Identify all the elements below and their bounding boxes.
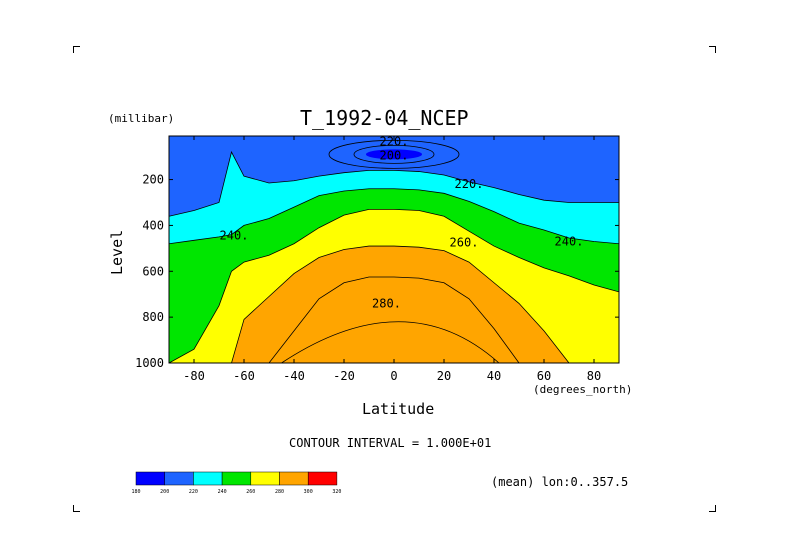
y-tick-label: 400 (142, 218, 164, 232)
x-tick-label: -20 (333, 369, 355, 383)
band-core-180-200 (366, 149, 422, 160)
contour-line-210 (328, 139, 460, 169)
crop-mark-top-right (709, 46, 716, 53)
contour-label: 260. (450, 236, 479, 250)
contour-label: 220. (380, 135, 409, 149)
colorbar-label: 200 (160, 489, 169, 495)
y-tick-label: 200 (142, 173, 164, 187)
colorbar: 180 200 220 240 260 280 300 320 (131, 471, 341, 495)
x-tick-label: 0 (390, 369, 397, 383)
x-tick-label: -80 (183, 369, 205, 383)
contour-line-240 (169, 188, 619, 245)
x-tick-label: 40 (487, 369, 501, 383)
colorbar-swatch (279, 471, 309, 486)
x-axis-units: (degrees_north) (533, 383, 633, 396)
chart-title: T_1992-04_NCEP (300, 106, 469, 130)
crop-mark-bottom-right (709, 505, 716, 512)
x-tick-label: 20 (437, 369, 451, 383)
x-axis-label: Latitude (362, 400, 435, 418)
x-tick-label: -40 (283, 369, 305, 383)
colorbar-label: 320 (332, 489, 341, 495)
contour-line-300-inner (281, 321, 500, 363)
contour-line-300 (169, 276, 619, 363)
crop-mark-bottom-left (73, 505, 80, 512)
crop-mark-top-left (73, 46, 80, 53)
contour-line-layer (169, 139, 619, 363)
contour-labels: 220.200.220.240. 260. 240.280. (220, 135, 584, 311)
footer-mean-lon: (mean) lon:0..357.5 (491, 475, 629, 489)
contour-fill-layer (169, 136, 619, 363)
x-axis-ticks: -80 -60 -40 -20 0 20 40 60 80 (183, 136, 601, 383)
x-tick-label: -60 (233, 369, 255, 383)
contour-label: 240. (220, 229, 249, 243)
y-tick-label: 600 (142, 264, 164, 278)
contour-interval-text: CONTOUR INTERVAL = 1.000E+01 (289, 436, 492, 450)
contour-label: 280. (372, 296, 401, 310)
y-axis-ticks: 200 400 600 800 1000 (135, 173, 619, 370)
contour-line-280 (169, 245, 619, 363)
colorbar-label: 180 (131, 489, 140, 495)
contour-line-200 (353, 144, 435, 164)
colorbar-label: 300 (304, 489, 313, 495)
colorbar-swatch (193, 471, 223, 486)
colorbar-swatch (250, 471, 280, 486)
x-tick-label: 60 (537, 369, 551, 383)
colorbar-label: 260 (246, 489, 255, 495)
contour-label: 220. (455, 177, 484, 191)
band-above-280 (169, 246, 619, 363)
x-tick-label: 80 (587, 369, 601, 383)
colorbar-label: 280 (275, 489, 284, 495)
colorbar-swatch (135, 471, 165, 486)
contour-label: 240. (555, 234, 584, 248)
colorbar-swatch (307, 471, 338, 486)
colorbar-swatch (221, 471, 252, 486)
y-tick-label: 1000 (135, 356, 164, 370)
y-axis-units: (millibar) (108, 112, 175, 125)
colorbar-swatch (164, 471, 194, 486)
contour-line-260 (169, 208, 619, 363)
contour-line-220 (169, 150, 619, 217)
colorbar-label: 220 (189, 489, 198, 495)
colorbar-label: 240 (218, 489, 227, 495)
contour-label: 200. (380, 148, 409, 162)
y-tick-label: 800 (142, 310, 164, 324)
